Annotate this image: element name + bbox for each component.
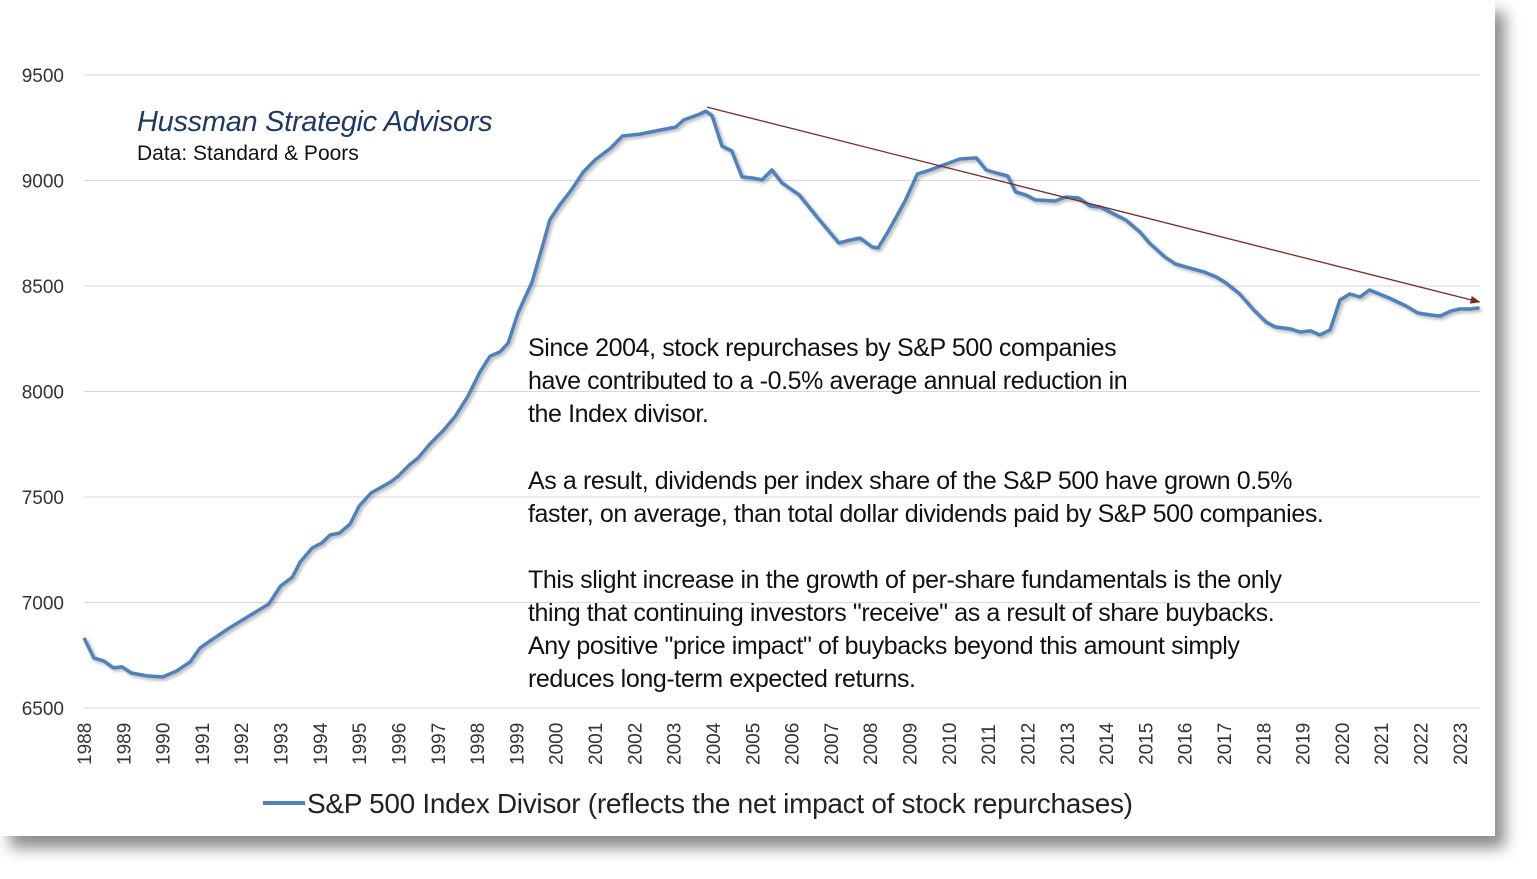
x-tick-label: 1997 <box>429 723 450 765</box>
x-tick-label: 2009 <box>901 723 922 765</box>
x-tick-label: 2011 <box>979 724 1000 765</box>
x-tick-label: 2003 <box>665 723 686 765</box>
x-tick-label: 1989 <box>114 723 135 765</box>
x-tick-label: 1999 <box>507 723 528 765</box>
series-layer <box>82 106 1481 679</box>
annotation-line: Since 2004, stock repurchases by S&P 500… <box>528 334 1116 362</box>
series-line <box>82 109 1480 679</box>
x-tick-label: 2007 <box>822 723 843 765</box>
y-tick-label: 9000 <box>22 172 64 193</box>
y-tick-label: 9500 <box>22 66 64 87</box>
annotation-line: Any positive "price impact" of buybacks … <box>528 632 1240 660</box>
x-tick-label: 1988 <box>75 723 96 765</box>
annotation-line: the Index divisor. <box>528 400 708 428</box>
x-tick-label: 2017 <box>1215 723 1236 765</box>
annotation-line: reduces long-term expected returns. <box>528 665 916 693</box>
x-tick-label: 2012 <box>1018 723 1039 765</box>
chart-panel <box>0 0 1495 836</box>
x-axis: 1988 1989 1990 1991 1992 1993 1994 1995 1996 1997… <box>75 722 1472 765</box>
y-axis: 6500 7000 7500 8000 8500 9000 9500 <box>22 66 64 720</box>
annotation-text: Since 2004, stock repurchases by S&P 500… <box>528 334 1324 693</box>
x-tick-label: 2006 <box>783 723 804 765</box>
x-tick-label: 1993 <box>272 723 293 765</box>
y-tick-label: 7500 <box>22 488 64 509</box>
y-tick-label: 8000 <box>22 383 64 404</box>
x-tick-label: 2002 <box>625 723 646 765</box>
x-tick-label: 2014 <box>1097 722 1118 765</box>
x-tick-label: 1991 <box>193 723 214 765</box>
x-tick-label: 2023 <box>1451 723 1472 765</box>
x-tick-label: 2015 <box>1136 723 1157 765</box>
x-tick-label: 2013 <box>1058 723 1079 765</box>
trend-arrow <box>706 106 1481 304</box>
watermark-source: Data: Standard & Poors <box>137 142 359 165</box>
x-tick-label: 2016 <box>1176 723 1197 765</box>
x-tick-label: 2000 <box>547 723 568 765</box>
watermark-title: Hussman Strategic Advisors <box>137 106 492 138</box>
x-tick-label: 2010 <box>940 723 961 765</box>
x-tick-label: 1992 <box>232 723 253 765</box>
legend: S&P 500 Index Divisor (reflects the net … <box>263 788 1133 819</box>
annotation-line: As a result, dividends per index share o… <box>528 467 1292 495</box>
y-tick-label: 8500 <box>22 277 64 298</box>
y-tick-label: 7000 <box>22 594 64 615</box>
x-tick-label: 2005 <box>743 723 764 765</box>
x-tick-label: 2018 <box>1254 723 1275 765</box>
x-tick-label: 1996 <box>389 723 410 765</box>
x-tick-label: 1990 <box>154 723 175 765</box>
x-tick-label: 2022 <box>1412 723 1433 765</box>
x-tick-label: 1995 <box>350 723 371 765</box>
x-tick-label: 2008 <box>861 723 882 765</box>
y-tick-label: 6500 <box>22 699 64 720</box>
x-tick-label: 2020 <box>1333 723 1354 765</box>
x-tick-label: 1994 <box>311 722 332 765</box>
x-tick-label: 2004 <box>704 722 725 765</box>
annotation-line: This slight increase in the growth of pe… <box>528 566 1282 594</box>
annotation-line: thing that continuing investors "receive… <box>528 599 1274 627</box>
annotation-line: have contributed to a -0.5% average annu… <box>528 367 1127 395</box>
annotation-line: faster, on average, than total dollar di… <box>528 500 1323 528</box>
legend-label: S&P 500 Index Divisor (reflects the net … <box>307 788 1133 819</box>
x-tick-label: 2021 <box>1372 723 1393 765</box>
x-tick-label: 2019 <box>1294 723 1315 765</box>
x-tick-label: 2001 <box>586 723 607 765</box>
x-tick-label: 1998 <box>468 723 489 765</box>
